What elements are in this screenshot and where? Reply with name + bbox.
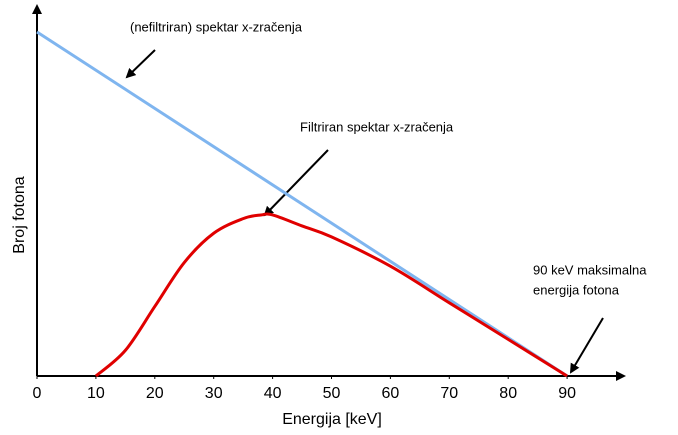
annotation: energija fotona [533, 282, 620, 297]
x-tick-label: 60 [382, 385, 400, 402]
x-tick-label: 90 [558, 385, 576, 402]
annotation: Filtriran spektar x-zračenja [300, 119, 454, 134]
annotation: (nefiltriran) spektar x-zračenja [130, 19, 303, 34]
x-tick-label: 30 [205, 385, 223, 402]
x-tick-label: 80 [499, 385, 517, 402]
annotation: 90 keV maksimalna [533, 262, 647, 277]
x-tick-label: 20 [146, 385, 164, 402]
series-line [94, 212, 568, 378]
x-tick-label: 50 [323, 385, 341, 402]
series-line [36, 30, 568, 378]
x-tick-label: 0 [33, 385, 42, 402]
x-tick-label: 70 [440, 385, 458, 402]
arrow [569, 317, 604, 374]
arrow [125, 49, 156, 79]
arrow [263, 149, 329, 217]
x-tick-label: 10 [87, 385, 105, 402]
x-tick-label: 40 [264, 385, 282, 402]
x-axis-label: Energija [keV] [282, 411, 382, 428]
y-axis-label: Broj fotona [11, 176, 28, 253]
